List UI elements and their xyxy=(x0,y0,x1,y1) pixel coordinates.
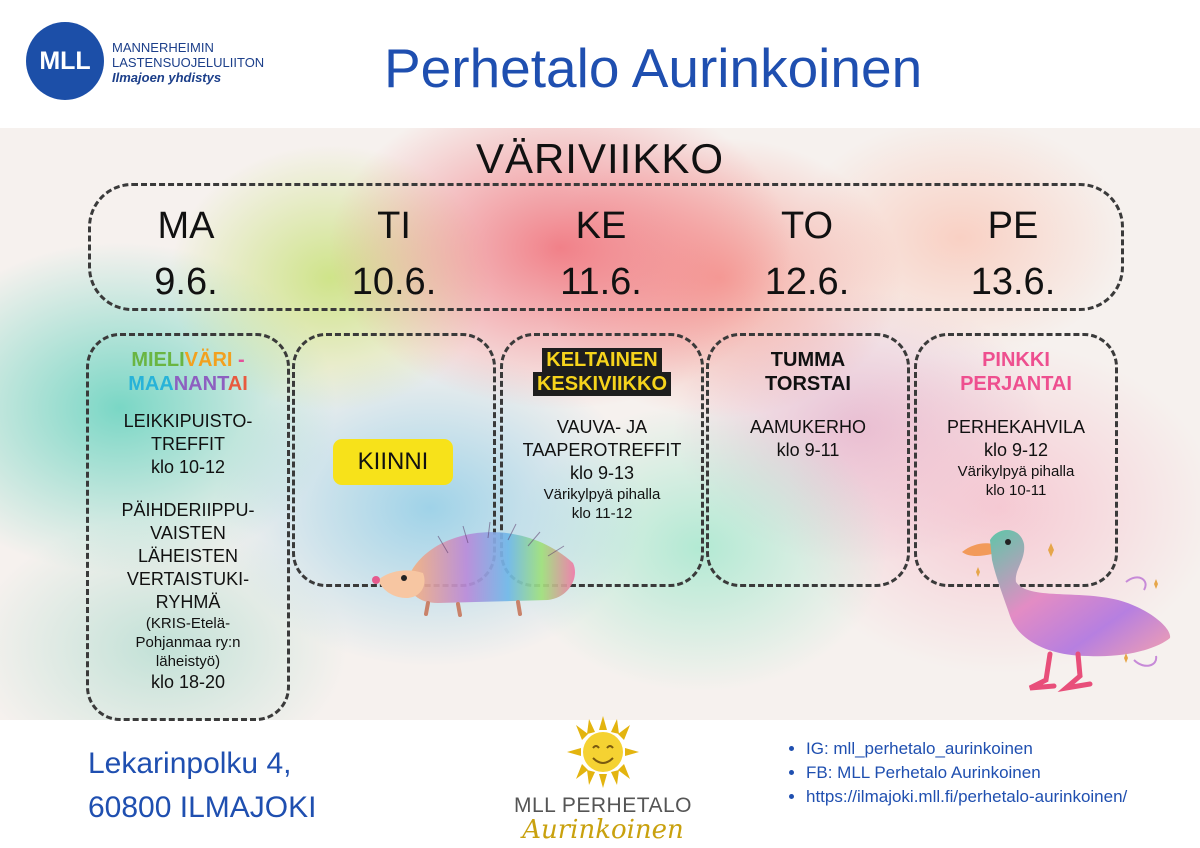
monday-title: MIELIVÄRI - MAANANTAI xyxy=(89,348,287,396)
day-tuesday: TI 10.6. xyxy=(324,198,464,310)
day-monday: MA 9.6. xyxy=(116,198,256,310)
day-name: TI xyxy=(377,205,411,247)
day-name: PE xyxy=(987,205,1039,247)
title-line: PINKKI xyxy=(982,349,1050,371)
friday-event: PERHEKAHVILA klo 9-12 Värikylpyä pihalla… xyxy=(917,416,1115,500)
event-note: (KRIS-Etelä- xyxy=(145,615,231,632)
org-line-2: LASTENSUOJELULIITON xyxy=(112,55,265,70)
thursday-event: AAMUKERHO klo 9-11 xyxy=(709,416,907,462)
event-note: läheistyö) xyxy=(155,653,221,670)
event-note: Värikylpyä pihalla xyxy=(957,463,1075,480)
day-name: TO xyxy=(780,205,834,247)
monday-event-2: PÄIHDERIIPPU- VAISTEN LÄHEISTEN VERTAIST… xyxy=(89,499,287,694)
day-date: 13.6. xyxy=(970,261,1056,303)
event-line: RYHMÄ xyxy=(155,592,221,612)
monday-event-1: LEIKKIPUISTO- TREFFIT klo 10-12 xyxy=(89,410,287,479)
wednesday-event: VAUVA- JA TAAPEROTREFFIT klo 9-13 Väriky… xyxy=(503,416,701,523)
title-line: PERJANTAI xyxy=(960,373,1072,395)
title-part: MAA xyxy=(128,373,174,395)
duck-illustration xyxy=(962,529,1171,692)
event-line: PERHEKAHVILA xyxy=(946,417,1086,437)
title-line: TUMMA xyxy=(770,349,846,371)
title-line: KESKIVIIKKO xyxy=(532,372,672,396)
event-line: VAISTEN xyxy=(150,523,226,543)
event-note: Värikylpyä pihalla xyxy=(543,486,661,503)
event-note: klo 11-12 xyxy=(571,505,633,522)
title-line: TORSTAI xyxy=(765,373,851,395)
logo-line-2: Aurinkoinen xyxy=(522,815,684,845)
title-line: KELTAINEN xyxy=(542,348,662,372)
week-title: VÄRIVIIKKO xyxy=(475,135,725,182)
event-line: PÄIHDERIIPPU- xyxy=(121,500,255,520)
contact-links: IG: mll_perhetalo_aurinkoinen FB: MLL Pe… xyxy=(788,738,1188,810)
day-date: 10.6. xyxy=(351,261,437,303)
event-line: LÄHEISTEN xyxy=(137,546,239,566)
address: Lekarinpolku 4, 60800 ILMAJOKI xyxy=(88,742,316,830)
event-time: klo 9-13 xyxy=(569,463,635,483)
sun-icon xyxy=(567,716,639,788)
logo-abbr: MLL xyxy=(39,46,91,75)
facebook-link[interactable]: FB: MLL Perhetalo Aurinkoinen xyxy=(806,762,1188,784)
event-time: klo 9-12 xyxy=(983,440,1049,460)
watercolor-background xyxy=(0,128,1200,720)
title-part: VÄRI xyxy=(184,349,233,371)
event-line: TAAPEROTREFFIT xyxy=(522,440,682,460)
event-line: AAMUKERHO xyxy=(749,417,866,437)
event-line: TREFFIT xyxy=(151,434,225,454)
day-name: KE xyxy=(575,205,627,247)
title-part: NANT xyxy=(173,373,228,395)
event-note: klo 10-11 xyxy=(985,482,1047,499)
page-title: Perhetalo Aurinkoinen xyxy=(384,37,923,99)
hedgehog-illustration xyxy=(372,521,576,617)
days-frame xyxy=(88,183,1124,311)
instagram-link[interactable]: IG: mll_perhetalo_aurinkoinen xyxy=(806,738,1188,760)
wednesday-title: KELTAINEN KESKIVIIKKO xyxy=(503,348,701,396)
logo-line-1: MLL PERHETALO xyxy=(513,794,693,817)
title-part: MIELI xyxy=(131,349,185,371)
event-time: klo 10-12 xyxy=(150,457,226,477)
thursday-column: TUMMA TORSTAI AAMUKERHO klo 9-11 xyxy=(706,333,910,587)
address-street: Lekarinpolku 4, xyxy=(88,747,292,780)
event-line: VAUVA- JA xyxy=(556,417,648,437)
perhetalo-logo: MLL PERHETALO Aurinkoinen xyxy=(508,716,698,848)
day-friday: PE 13.6. xyxy=(943,198,1083,310)
event-time: klo 18-20 xyxy=(150,672,226,692)
monday-column: MIELIVÄRI - MAANANTAI LEIKKIPUISTO- TREF… xyxy=(86,333,290,721)
day-name: MA xyxy=(157,205,215,247)
friday-title: PINKKI PERJANTAI xyxy=(917,348,1115,396)
event-note: Pohjanmaa ry:n xyxy=(135,634,241,651)
address-city: 60800 ILMAJOKI xyxy=(88,791,317,824)
org-line-1: MANNERHEIMIN xyxy=(112,40,214,55)
day-thursday: TO 12.6. xyxy=(737,198,877,310)
friday-column: PINKKI PERJANTAI PERHEKAHVILA klo 9-12 V… xyxy=(914,333,1118,587)
day-date: 11.6. xyxy=(560,261,642,303)
organization-name: MANNERHEIMIN LASTENSUOJELULIITON Ilmajoe… xyxy=(112,40,264,85)
org-line-3: Ilmajoen yhdistys xyxy=(112,70,222,85)
event-line: VERTAISTUKI- xyxy=(126,569,250,589)
title-part: AI xyxy=(227,373,248,395)
day-wednesday: KE 11.6. xyxy=(531,198,671,310)
day-date: 12.6. xyxy=(764,261,850,303)
title-part: - xyxy=(232,349,245,371)
event-line: LEIKKIPUISTO- xyxy=(123,411,253,431)
thursday-title: TUMMA TORSTAI xyxy=(709,348,907,396)
mll-logo: MLL xyxy=(26,22,104,100)
website-link[interactable]: https://ilmajoki.mll.fi/perhetalo-aurink… xyxy=(806,786,1188,808)
wednesday-column: KELTAINEN KESKIVIIKKO VAUVA- JA TAAPEROT… xyxy=(500,333,704,587)
event-time: klo 9-11 xyxy=(776,440,840,460)
day-date: 9.6. xyxy=(154,261,218,303)
closed-badge: KIINNI xyxy=(333,439,453,485)
